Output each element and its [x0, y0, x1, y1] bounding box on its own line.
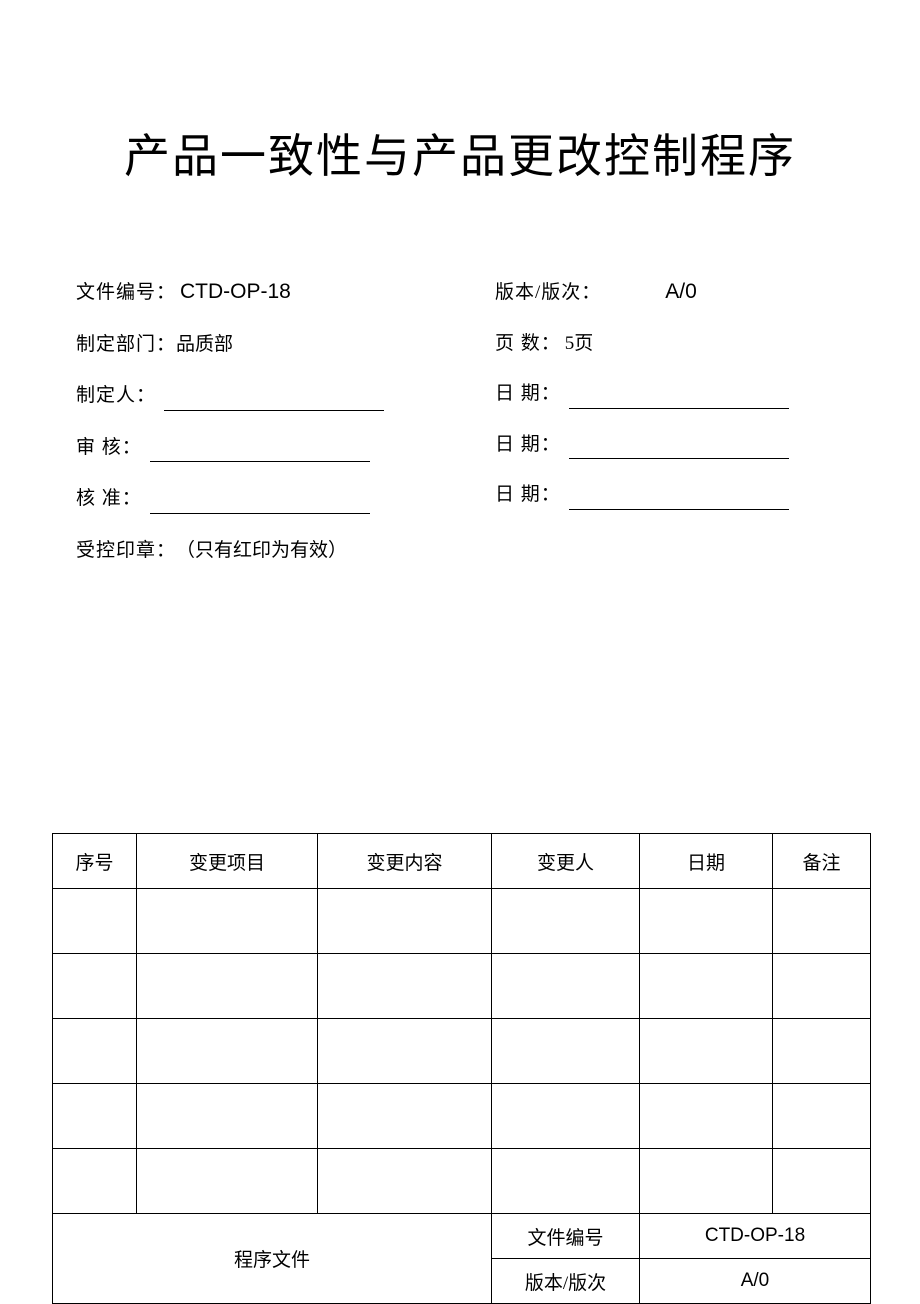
col-remark: 备注 [773, 834, 871, 889]
author-underline [164, 390, 384, 411]
review-label: 审 核： [76, 434, 142, 463]
review-underline [150, 441, 370, 462]
date-label-1: 日 期： [495, 380, 561, 409]
footer-big-label: 程序文件 [53, 1214, 492, 1304]
footer-version-value: A/0 [640, 1259, 871, 1304]
stamp-row: 受控印章： （只有红印为有效） [76, 537, 425, 566]
date-label-2: 日 期： [495, 431, 561, 460]
change-table-header-row: 序号 变更项目 变更内容 变更人 日期 备注 [53, 834, 871, 889]
footer-version-label: 版本/版次 [492, 1259, 640, 1304]
meta-block: 文件编号： CTD-OP-18 制定部门： 品质部 制定人： 审 核： 核 准：… [52, 276, 868, 588]
date-row-3: 日 期： [495, 481, 844, 510]
approve-row: 核 准： [76, 485, 425, 514]
doc-number-row: 文件编号： CTD-OP-18 [76, 276, 425, 308]
stamp-label: 受控印章： [76, 537, 176, 566]
table-row [53, 1084, 871, 1149]
author-row: 制定人： [76, 382, 425, 411]
dept-label: 制定部门： [76, 331, 176, 360]
col-item: 变更项目 [137, 834, 318, 889]
date-underline-1 [569, 388, 789, 409]
pages-value: 5页 [565, 330, 594, 359]
meta-right-column: 版本/版次： A/0 页 数： 5页 日 期： 日 期： 日 期： [495, 276, 844, 588]
col-content: 变更内容 [318, 834, 492, 889]
approve-underline [150, 493, 370, 514]
review-row: 审 核： [76, 434, 425, 463]
document-page: 产品一致性与产品更改控制程序 文件编号： CTD-OP-18 制定部门： 品质部… [0, 0, 920, 1304]
col-date: 日期 [640, 834, 773, 889]
version-value: A/0 [665, 276, 697, 308]
col-seq: 序号 [53, 834, 137, 889]
table-row [53, 954, 871, 1019]
approve-label: 核 准： [76, 485, 142, 514]
change-log-table: 序号 变更项目 变更内容 变更人 日期 备注 [52, 833, 871, 1214]
stamp-note: （只有红印为有效） [176, 537, 347, 566]
doc-number-value: CTD-OP-18 [180, 276, 291, 308]
table-row [53, 1019, 871, 1084]
date-underline-3 [569, 489, 789, 510]
date-label-3: 日 期： [495, 481, 561, 510]
col-person: 变更人 [492, 834, 640, 889]
footer-docno-value: CTD-OP-18 [640, 1214, 871, 1259]
footer-table: 程序文件 文件编号 CTD-OP-18 版本/版次 A/0 [52, 1213, 871, 1304]
doc-number-label: 文件编号： [76, 279, 176, 308]
date-row-1: 日 期： [495, 380, 844, 409]
footer-row-1: 程序文件 文件编号 CTD-OP-18 [53, 1214, 871, 1259]
footer-docno-label: 文件编号 [492, 1214, 640, 1259]
change-table-body [53, 889, 871, 1214]
author-label: 制定人： [76, 382, 156, 411]
change-table-head: 序号 变更项目 变更内容 变更人 日期 备注 [53, 834, 871, 889]
version-label: 版本/版次： [495, 279, 601, 308]
date-row-2: 日 期： [495, 431, 844, 460]
meta-left-column: 文件编号： CTD-OP-18 制定部门： 品质部 制定人： 审 核： 核 准：… [76, 276, 425, 588]
pages-label: 页 数： [495, 330, 561, 359]
date-underline-2 [569, 438, 789, 459]
pages-row: 页 数： 5页 [495, 330, 844, 359]
table-row [53, 1149, 871, 1214]
page-title: 产品一致性与产品更改控制程序 [52, 120, 868, 186]
version-row: 版本/版次： A/0 [495, 276, 844, 308]
table-row [53, 889, 871, 954]
dept-value: 品质部 [176, 331, 233, 360]
dept-row: 制定部门： 品质部 [76, 331, 425, 360]
